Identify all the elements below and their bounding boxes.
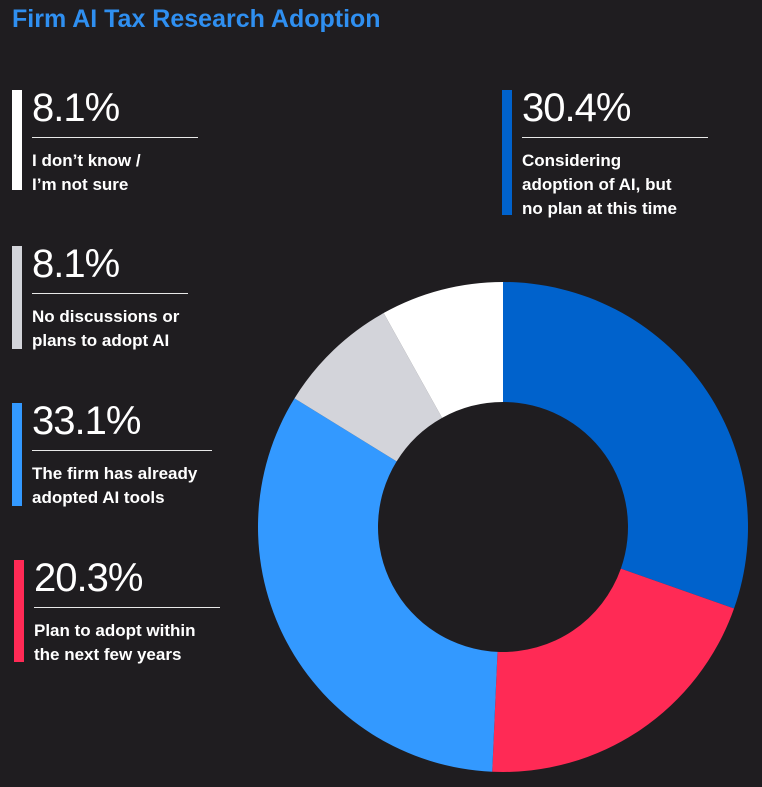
legend-rule-dont-know <box>32 137 198 138</box>
legend-label-line: the next few years <box>34 645 182 664</box>
legend-label-line: No discussions or <box>32 307 180 326</box>
donut-slice-plan <box>492 568 735 772</box>
legend-label-line: no plan at this time <box>522 199 677 218</box>
legend-value-no-discussions: 8.1% <box>32 242 120 286</box>
legend-label-line: The firm has already <box>32 464 198 483</box>
chart-title: Firm AI Tax Research Adoption <box>12 5 381 33</box>
legend-value-plan: 20.3% <box>34 556 143 600</box>
legend-label-line: I don’t know / <box>32 151 141 170</box>
legend-value-considering: 30.4% <box>522 86 631 130</box>
legend-label-line: adoption of AI, but <box>522 175 672 194</box>
legend-label-no-discussions: No discussions or plans to adopt AI <box>32 305 179 353</box>
legend-label-line: plans to adopt AI <box>32 331 170 350</box>
legend-swatch-plan <box>14 560 24 662</box>
legend-value-adopted: 33.1% <box>32 399 141 443</box>
legend-value-dont-know: 8.1% <box>32 86 120 130</box>
legend-label-line: Considering <box>522 151 622 170</box>
legend-label-plan: Plan to adopt within the next few years <box>34 619 195 667</box>
legend-label-line: Plan to adopt within <box>34 621 196 640</box>
legend-label-dont-know: I don’t know / I’m not sure <box>32 149 141 197</box>
legend-swatch-dont-know <box>12 90 22 190</box>
legend-label-considering: Considering adoption of AI, but no plan … <box>522 149 677 221</box>
legend-label-line: I’m not sure <box>32 175 129 194</box>
donut-slice-no-discussions <box>294 313 443 462</box>
legend-swatch-no-discussions <box>12 246 22 349</box>
legend-rule-plan <box>34 607 220 608</box>
legend-swatch-considering <box>502 90 512 215</box>
legend-rule-considering <box>522 137 708 138</box>
legend-label-adopted: The firm has already adopted AI tools <box>32 462 197 510</box>
legend-swatch-adopted <box>12 403 22 506</box>
donut-slice-considering <box>503 282 748 609</box>
legend-rule-adopted <box>32 450 212 451</box>
legend-label-line: adopted AI tools <box>32 488 165 507</box>
legend-rule-no-discussions <box>32 293 188 294</box>
donut-slice-adopted <box>257 398 498 772</box>
donut-slice-dont-know <box>383 282 503 418</box>
